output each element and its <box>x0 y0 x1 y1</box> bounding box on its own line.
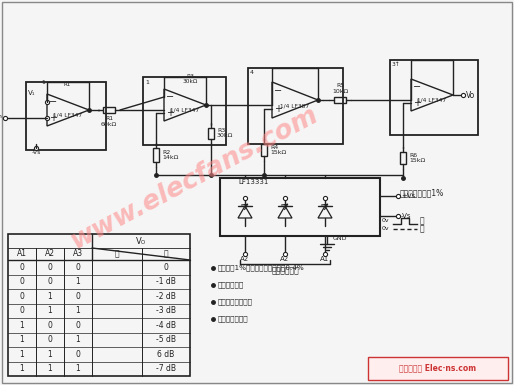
Bar <box>400 152 406 164</box>
Text: Vin: Vin <box>0 114 3 119</box>
Text: 1: 1 <box>76 335 80 344</box>
Text: 0: 0 <box>76 350 80 359</box>
Text: A2: A2 <box>45 249 55 258</box>
Text: 数: 数 <box>115 249 119 258</box>
Text: R1: R1 <box>63 82 70 87</box>
Text: 1: 1 <box>145 79 149 84</box>
Text: 1: 1 <box>20 364 24 373</box>
Text: R4
15kΩ: R4 15kΩ <box>270 145 286 156</box>
Bar <box>261 144 267 156</box>
Bar <box>248 68 343 144</box>
Text: -1 dB: -1 dB <box>156 277 176 286</box>
Text: 1: 1 <box>20 321 24 330</box>
Text: 0: 0 <box>76 321 80 330</box>
Text: 电子发烧友 Elec·ns.com: 电子发烧友 Elec·ns.com <box>399 363 476 373</box>
Text: 1: 1 <box>48 364 52 373</box>
Text: −: − <box>166 92 174 102</box>
Text: R5
10kΩ: R5 10kΩ <box>332 83 348 94</box>
Text: -7 dB: -7 dB <box>156 364 176 373</box>
Text: A3: A3 <box>73 249 83 258</box>
Text: 0: 0 <box>48 277 52 286</box>
Text: 1/4 LF387: 1/4 LF387 <box>281 104 309 109</box>
Text: 1/4 LF347: 1/4 LF347 <box>53 112 83 117</box>
Text: R3
30kΩ: R3 30kΩ <box>182 74 198 84</box>
Text: +: + <box>413 98 421 108</box>
Text: 0v: 0v <box>381 219 389 224</box>
Text: 输入阻抗非常高: 输入阻抗非常高 <box>218 316 249 322</box>
Text: R6
15kΩ: R6 15kΩ <box>409 152 425 163</box>
Bar <box>390 60 478 135</box>
Text: 1: 1 <box>48 292 52 301</box>
Text: A1: A1 <box>17 249 27 258</box>
Text: 衰减选择输入: 衰减选择输入 <box>271 266 299 276</box>
Text: 0: 0 <box>20 263 25 272</box>
Text: 3↑: 3↑ <box>392 62 400 67</box>
Text: +: + <box>274 104 282 114</box>
Text: 0: 0 <box>76 292 80 301</box>
Bar <box>143 77 226 145</box>
Text: 0: 0 <box>76 263 80 272</box>
Text: 6 dB: 6 dB <box>157 350 175 359</box>
Bar <box>8 234 190 376</box>
Text: -2 dB: -2 dB <box>156 292 176 301</box>
Text: A2: A2 <box>241 256 250 262</box>
Text: A2: A2 <box>281 256 289 262</box>
Text: 1: 1 <box>48 350 52 359</box>
Text: A1: A1 <box>320 256 329 262</box>
Text: R3
30kΩ: R3 30kΩ <box>217 127 233 138</box>
Text: Vo: Vo <box>466 90 475 99</box>
Text: 0: 0 <box>48 263 52 272</box>
Text: 式: 式 <box>163 249 168 258</box>
Bar <box>153 148 159 162</box>
Bar <box>26 82 106 150</box>
Text: 1: 1 <box>20 335 24 344</box>
Text: www.elecfans.com: www.elecfans.com <box>67 102 323 254</box>
Text: 1: 1 <box>48 306 52 315</box>
Text: V₁: V₁ <box>28 90 36 96</box>
Text: 0: 0 <box>20 306 25 315</box>
Bar <box>208 127 214 139</box>
Bar <box>220 178 380 236</box>
Text: -4 dB: -4 dB <box>156 321 176 330</box>
Text: R1
60kΩ: R1 60kΩ <box>101 116 117 127</box>
Text: -Vs: -Vs <box>31 151 41 156</box>
Text: −: − <box>49 97 57 107</box>
Text: -Vs: -Vs <box>401 213 412 219</box>
Text: 0: 0 <box>20 292 25 301</box>
Text: +: + <box>49 113 57 123</box>
Text: 0: 0 <box>48 335 52 344</box>
Text: R2
14kΩ: R2 14kΩ <box>162 150 178 161</box>
Text: -3 dB: -3 dB <box>156 306 176 315</box>
Text: +Vs: +Vs <box>401 193 415 199</box>
Text: 0: 0 <box>163 263 169 272</box>
Text: V: V <box>136 236 142 246</box>
Text: 断: 断 <box>420 216 425 226</box>
Text: -5 dB: -5 dB <box>156 335 176 344</box>
Text: 0: 0 <box>48 321 52 330</box>
Text: 通: 通 <box>420 224 425 233</box>
Text: 不需补偿调整: 不需补偿调整 <box>218 282 244 288</box>
Text: 1: 1 <box>20 350 24 359</box>
Bar <box>368 357 508 380</box>
Text: 1/4 LF347: 1/4 LF347 <box>417 97 447 102</box>
Text: 1: 1 <box>76 277 80 286</box>
Text: 可扩展成任何级数: 可扩展成任何级数 <box>218 299 253 305</box>
Text: 1: 1 <box>76 306 80 315</box>
Bar <box>334 97 346 103</box>
Text: +: + <box>166 108 174 118</box>
Text: 1: 1 <box>76 364 80 373</box>
Text: GND: GND <box>332 236 347 241</box>
Text: 用公差为1%的标准电阻精度高于0.4%: 用公差为1%的标准电阻精度高于0.4% <box>218 265 305 271</box>
Text: 1: 1 <box>41 79 45 84</box>
Text: 0: 0 <box>20 277 25 286</box>
Text: 4: 4 <box>250 70 254 75</box>
Text: −: − <box>274 86 282 96</box>
Text: 所有电阻公差为1%: 所有电阻公差为1% <box>400 189 444 198</box>
Text: −: − <box>413 82 421 92</box>
Text: 0v: 0v <box>381 226 389 231</box>
Text: O: O <box>141 239 145 244</box>
Text: 1/4 LF347: 1/4 LF347 <box>171 107 199 112</box>
Bar <box>103 107 115 113</box>
Text: LF13331: LF13331 <box>238 179 268 185</box>
